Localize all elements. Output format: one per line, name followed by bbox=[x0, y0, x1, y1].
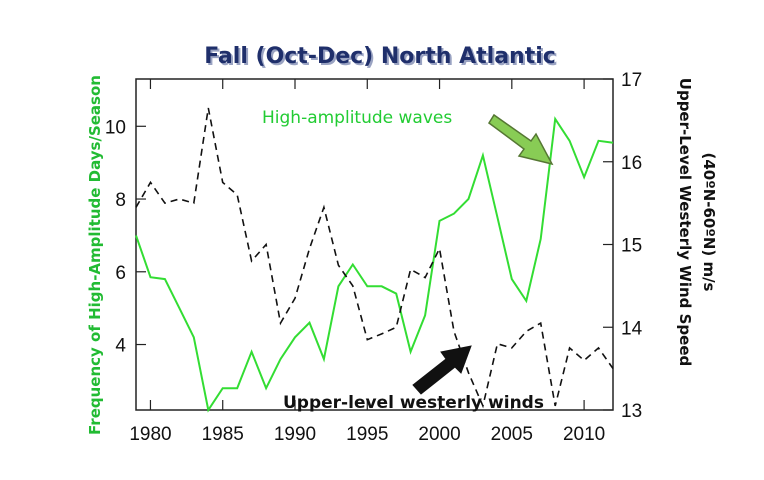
y-axis-left: 4 6 8 10 bbox=[105, 117, 146, 357]
x-tick-label: 2005 bbox=[491, 424, 533, 445]
y-axis-left-label: Frequency of High-Amplitude Days/Season bbox=[86, 75, 104, 435]
annotation-high-amplitude-waves: High-amplitude waves bbox=[262, 108, 452, 128]
green-arrow-icon bbox=[487, 113, 554, 166]
y2-tick-label: 15 bbox=[621, 236, 642, 257]
chart-title-shadow: Fall (Oct-Dec) North Atlantic bbox=[206, 46, 558, 71]
y-tick-label: 6 bbox=[115, 263, 126, 284]
y2-tick-label: 17 bbox=[621, 70, 642, 91]
series-line-high-amplitude-waves bbox=[135, 116, 614, 413]
y2-tick-label: 16 bbox=[621, 153, 642, 174]
x-tick-label: 1990 bbox=[274, 424, 316, 445]
x-tick-label: 1985 bbox=[202, 424, 244, 445]
series-line-westerly-winds bbox=[135, 107, 614, 409]
y2-tick-label: 13 bbox=[621, 401, 642, 422]
x-tick-label: 2000 bbox=[418, 424, 460, 445]
y-tick-label: 10 bbox=[105, 117, 126, 138]
y2-tick-label: 14 bbox=[621, 318, 643, 339]
y-tick-label: 4 bbox=[115, 336, 126, 357]
x-axis: 1980 1985 1990 1995 2000 2005 2010 bbox=[129, 79, 605, 445]
annotation-upper-level-winds: Upper-level westerly winds bbox=[283, 393, 544, 413]
chart-title: Fall (Oct-Dec) North Atlantic bbox=[204, 44, 556, 69]
black-arrow-icon bbox=[412, 345, 472, 395]
y-axis-right-label-line2: (40ºN-60ºN) m/s bbox=[700, 153, 718, 292]
y-axis-right: 13 14 15 16 17 bbox=[603, 70, 643, 422]
series-layer bbox=[135, 107, 614, 413]
x-tick-label: 1995 bbox=[346, 424, 388, 445]
x-tick-label: 1980 bbox=[129, 424, 171, 445]
x-tick-label: 2010 bbox=[563, 424, 605, 445]
plot-frame bbox=[135, 78, 614, 411]
y-tick-label: 8 bbox=[115, 190, 126, 211]
chart-title-group: Fall (Oct-Dec) North Atlantic Fall (Oct-… bbox=[204, 44, 558, 71]
y-axis-right-label-line1: Upper-Level Westerly Wind Speed bbox=[676, 78, 694, 366]
